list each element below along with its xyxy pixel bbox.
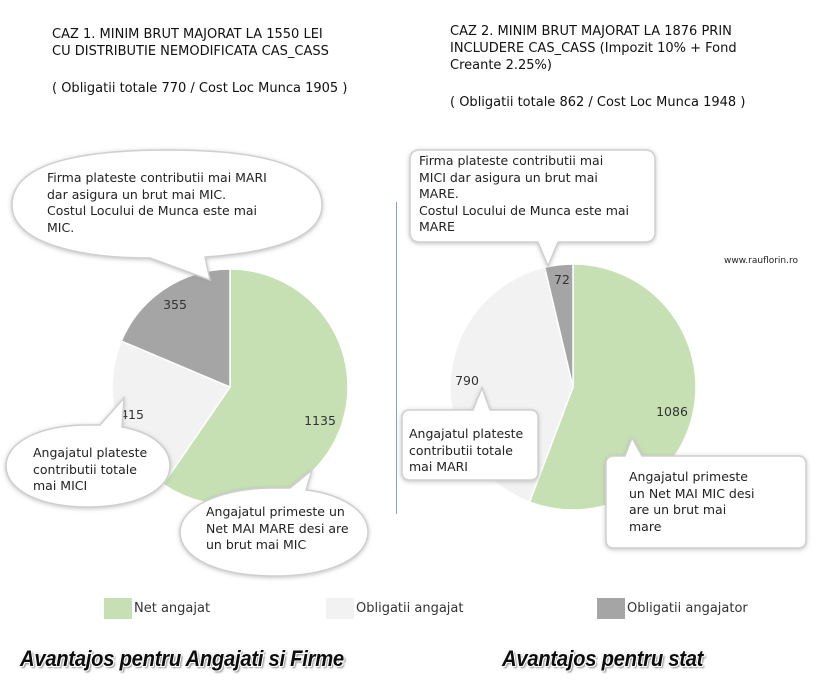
pie-slice-net-angajat — [528, 263, 697, 511]
legend-swatch — [326, 598, 354, 619]
note-right-bottom-line: mare — [629, 518, 662, 534]
note-right-top: Firma plateste contributii mai MICI dar … — [419, 153, 629, 236]
callout-left-top — [11, 149, 323, 282]
center-divider — [396, 202, 397, 514]
note-right-middle-line: contributii totale — [409, 442, 513, 458]
legend-label: Net angajat — [134, 601, 211, 616]
callout-left-bottom — [179, 467, 369, 577]
callout-right-top — [409, 149, 656, 268]
note-right-top-line: Costul Locului de Munca este mai — [419, 202, 629, 218]
pie-chart-case-1: 1135 415 355 — [111, 268, 349, 506]
footer-left-slogan: Avantajos pentru Angajati si Firme — [20, 646, 344, 671]
note-left-top-line: MIC. — [47, 219, 75, 235]
note-left-top-line: Firma plateste contributii mai MARI — [47, 170, 267, 185]
note-left-middle-line: mai MICI — [33, 478, 88, 493]
note-left-middle-line: Angajatul plateste — [33, 445, 148, 460]
legend-item-obligatii-angajat: Obligatii angajat — [326, 598, 463, 619]
note-right-bottom-line: Angajatul primeste — [629, 469, 748, 484]
callout-right-middle — [401, 385, 539, 481]
case-1-title-line2: CU DISTRIBUTIE NEMODIFICATA CAS_CASS — [52, 44, 329, 59]
legend-item-obligatii-angajator: Obligatii angajator — [597, 598, 748, 619]
case-2-obligations: ( Obligatii totale 862 / Cost Loc Munca … — [450, 95, 746, 110]
case-2-header: CAZ 2. MINIM BRUT MAJORAT LA 1876 PRIN I… — [450, 23, 760, 111]
note-left-top-line: dar asigura un brut mai MIC. — [47, 186, 227, 202]
note-left-top: Firma plateste contributii mai MARI dar … — [47, 170, 267, 236]
note-right-top-line: Firma plateste contributii mai — [419, 153, 604, 168]
pie-data-label: 1135 — [304, 413, 336, 428]
legend-item-net-angajat: Net angajat — [104, 598, 210, 619]
note-left-bottom: Angajatul primeste un Net MAI MARE desi … — [206, 504, 349, 554]
note-right-bottom-line: un Net MAI MIC desi — [629, 485, 755, 501]
note-right-middle: Angajatul plateste contributii totale ma… — [409, 426, 523, 476]
note-right-bottom: Angajatul primeste un Net MAI MIC desi a… — [629, 469, 755, 535]
note-left-middle-line: contributii totale — [33, 461, 137, 477]
note-right-bottom-line: are un brut mai — [629, 502, 727, 517]
pie-data-label: 1086 — [656, 404, 688, 419]
note-left-middle: Angajatul plateste contributii totale ma… — [33, 445, 147, 495]
pie-slice-obligatii-angajator — [120, 268, 231, 389]
pie-data-label: 355 — [163, 297, 187, 312]
pie-data-label: 790 — [455, 373, 479, 388]
case-2-title-line2: INCLUDERE CAS_CASS (Impozit 10% + Fond — [450, 41, 737, 56]
legend-swatch — [597, 598, 625, 619]
case-2-title-line1: CAZ 2. MINIM BRUT MAJORAT LA 1876 PRIN — [450, 24, 732, 39]
pie-slice-obligatii-angajator — [543, 263, 574, 388]
case-1-obligations: ( Obligatii totale 770 / Cost Loc Munca … — [52, 81, 348, 96]
note-left-top-line: Costul Locului de Munca este mai — [47, 203, 257, 218]
callout-right-bottom — [605, 436, 807, 549]
note-left-bottom-line: Net MAI MARE desi are — [206, 520, 349, 536]
footer-right-slogan: Avantajos pentru stat — [502, 646, 704, 671]
pie-data-label: 415 — [120, 407, 144, 422]
note-right-top-line: MARE — [419, 219, 455, 234]
legend-label: Obligatii angajat — [356, 601, 464, 616]
note-right-top-line: MARE. — [419, 186, 459, 201]
case-1-title-line1: CAZ 1. MINIM BRUT MAJORAT LA 1550 LEI — [52, 27, 323, 42]
note-left-bottom-line: Angajatul primeste un — [206, 504, 345, 519]
case-1-header: CAZ 1. MINIM BRUT MAJORAT LA 1550 LEI CU… — [52, 26, 382, 97]
callout-left-middle — [5, 395, 171, 508]
note-right-middle-line: mai MARI — [409, 459, 468, 474]
note-right-middle-line: Angajatul plateste — [409, 426, 524, 441]
note-right-top-line: MICI dar asigura un brut mai — [419, 169, 598, 185]
case-2-title-line3: Creante 2.25%) — [450, 58, 552, 73]
legend-label: Obligatii angajator — [627, 601, 748, 616]
watermark: www.rauflorin.ro — [724, 256, 798, 266]
pie-data-label: 72 — [554, 272, 570, 287]
note-left-bottom-line: un brut mai MIC — [206, 537, 307, 552]
legend-swatch — [104, 598, 132, 619]
